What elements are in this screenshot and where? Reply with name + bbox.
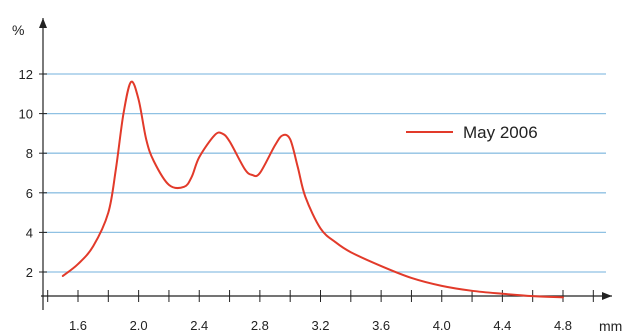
x-tick-label: 3.2 — [311, 318, 329, 333]
grid-lines — [43, 73, 606, 273]
x-tick-label: 2.8 — [251, 318, 269, 333]
tick-marks-and-labels: 2 4 6 8 10 12 1.6 2.0 2.4 2.8 3.2 3.6 4.0 4.4 4.8 — [19, 67, 594, 333]
y-tick-label: 2 — [26, 265, 33, 280]
x-tick-label: 4.8 — [554, 318, 572, 333]
y-tick-label: 10 — [19, 107, 33, 122]
x-axis-unit-label: mm — [599, 318, 622, 334]
y-tick-label: 12 — [19, 67, 33, 82]
series-lines — [61, 80, 564, 299]
x-axis-arrow — [602, 292, 612, 300]
x-tick-label: 4.4 — [493, 318, 511, 333]
x-tick-label: 2.4 — [190, 318, 208, 333]
legend-label: May 2006 — [463, 123, 538, 142]
legend: May 2006 — [406, 123, 538, 142]
series-line-0 — [61, 80, 564, 299]
y-tick-label: 4 — [26, 225, 33, 240]
axes — [39, 18, 612, 310]
x-tick-label: 3.6 — [372, 318, 390, 333]
y-tick-label: 8 — [26, 146, 33, 161]
x-tick-label: 2.0 — [130, 318, 148, 333]
x-tick-label: 4.0 — [433, 318, 451, 333]
y-axis-arrow — [39, 18, 47, 28]
x-tick-label: 1.6 — [69, 318, 87, 333]
y-axis-unit-label: % — [12, 22, 24, 38]
y-tick-label: 6 — [26, 186, 33, 201]
